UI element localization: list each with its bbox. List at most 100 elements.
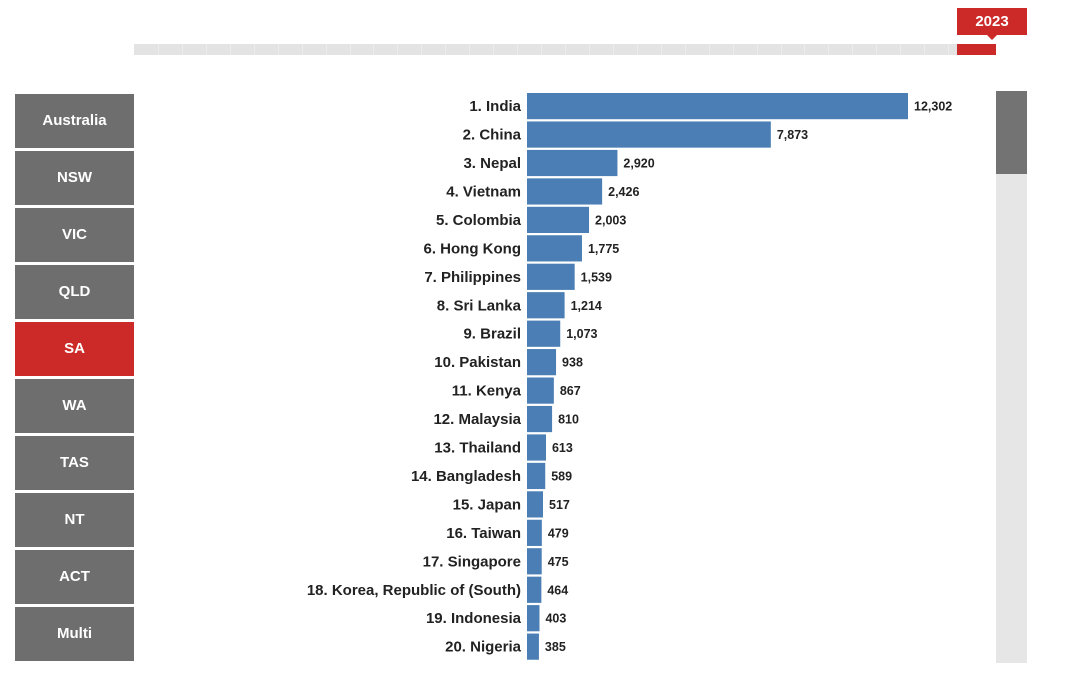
year-badge: 2023 bbox=[957, 8, 1027, 40]
timeline-tick bbox=[876, 44, 878, 55]
bar[interactable] bbox=[527, 377, 554, 404]
bar[interactable] bbox=[527, 292, 565, 319]
value-label: 385 bbox=[545, 640, 566, 654]
timeline-tick bbox=[205, 44, 207, 55]
timeline-tick bbox=[636, 44, 638, 55]
value-label: 1,214 bbox=[571, 299, 602, 313]
value-label: 479 bbox=[548, 526, 569, 540]
category-label: 20. Nigeria bbox=[445, 639, 522, 656]
bar[interactable] bbox=[527, 605, 540, 632]
state-selector: Australia NSW VIC QLD SA WA TAS NT ACT M… bbox=[15, 94, 134, 664]
category-label: 6. Hong Kong bbox=[424, 240, 522, 257]
timeline-tick bbox=[852, 44, 854, 55]
value-label: 867 bbox=[560, 384, 581, 398]
category-label: 17. Singapore bbox=[423, 553, 521, 570]
chart-scrollbar[interactable] bbox=[996, 91, 1027, 663]
timeline-tick bbox=[325, 44, 327, 55]
value-label: 589 bbox=[551, 469, 572, 483]
bar[interactable] bbox=[527, 93, 908, 120]
timeline-tick bbox=[445, 44, 447, 55]
state-button-vic[interactable]: VIC bbox=[15, 208, 134, 262]
selected-year: 2023 bbox=[975, 13, 1009, 30]
state-button-nsw[interactable]: NSW bbox=[15, 151, 134, 205]
category-label: 1. India bbox=[469, 98, 521, 115]
state-button-tas[interactable]: TAS bbox=[15, 436, 134, 490]
timeline-tick bbox=[756, 44, 758, 55]
category-label: 8. Sri Lanka bbox=[437, 297, 522, 314]
state-button-nt[interactable]: NT bbox=[15, 493, 134, 547]
state-button-multi[interactable]: Multi bbox=[15, 607, 134, 661]
value-label: 464 bbox=[547, 583, 568, 597]
value-label: 1,539 bbox=[581, 270, 612, 284]
timeline-tick bbox=[349, 44, 351, 55]
value-label: 1,073 bbox=[566, 327, 597, 341]
category-label: 4. Vietnam bbox=[446, 183, 521, 200]
bar[interactable] bbox=[527, 235, 582, 262]
bar[interactable] bbox=[527, 548, 542, 575]
state-button-wa[interactable]: WA bbox=[15, 379, 134, 433]
value-label: 938 bbox=[562, 356, 583, 370]
bar[interactable] bbox=[527, 178, 603, 205]
timeline-tick bbox=[612, 44, 614, 55]
category-label: 7. Philippines bbox=[424, 269, 521, 286]
value-label: 1,775 bbox=[588, 242, 619, 256]
value-label: 2,426 bbox=[608, 185, 639, 199]
timeline-tick bbox=[493, 44, 495, 55]
bar[interactable] bbox=[527, 349, 557, 376]
bar[interactable] bbox=[527, 405, 553, 433]
value-label: 2,920 bbox=[623, 157, 654, 171]
timeline-tick bbox=[541, 44, 543, 55]
bar[interactable] bbox=[527, 576, 542, 603]
timeline-tick bbox=[277, 44, 279, 55]
value-label: 810 bbox=[558, 413, 579, 427]
timeline-tick bbox=[732, 44, 734, 55]
bar[interactable] bbox=[527, 320, 561, 347]
timeline-tick bbox=[517, 44, 519, 55]
value-label: 403 bbox=[545, 612, 566, 626]
value-label: 613 bbox=[552, 441, 573, 455]
timeline-tick bbox=[684, 44, 686, 55]
timeline-tick bbox=[588, 44, 590, 55]
category-label: 18. Korea, Republic of (South) bbox=[307, 582, 521, 599]
category-label: 16. Taiwan bbox=[446, 525, 521, 542]
value-label: 7,873 bbox=[777, 128, 808, 142]
timeline-progress[interactable] bbox=[957, 44, 996, 55]
bar[interactable] bbox=[527, 491, 544, 518]
state-button-act[interactable]: ACT bbox=[15, 550, 134, 604]
value-label: 12,302 bbox=[914, 100, 952, 114]
timeline-tick bbox=[828, 44, 830, 55]
bar[interactable] bbox=[527, 263, 575, 290]
bar[interactable] bbox=[527, 121, 771, 148]
category-label: 9. Brazil bbox=[463, 326, 521, 343]
timeline-tick bbox=[373, 44, 375, 55]
state-button-australia[interactable]: Australia bbox=[15, 94, 134, 148]
timeline-tick bbox=[804, 44, 806, 55]
timeline-tick bbox=[157, 44, 159, 55]
bar[interactable] bbox=[527, 462, 546, 490]
value-label: 475 bbox=[548, 555, 569, 569]
scrollbar-thumb[interactable] bbox=[996, 91, 1027, 174]
timeline-tick bbox=[421, 44, 423, 55]
bar-chart: 1. India 12,302 2. China 7,873 3. Nepal 2,920… bbox=[307, 93, 952, 660]
category-label: 11. Kenya bbox=[452, 383, 522, 400]
timeline-tick bbox=[181, 44, 183, 55]
bar[interactable] bbox=[527, 633, 539, 660]
category-label: 2. China bbox=[463, 127, 522, 144]
bar[interactable] bbox=[527, 149, 618, 177]
state-button-qld[interactable]: QLD bbox=[15, 265, 134, 319]
timeline-tick bbox=[565, 44, 566, 55]
bar[interactable] bbox=[527, 434, 546, 461]
value-label: 2,003 bbox=[595, 213, 626, 227]
bar[interactable] bbox=[527, 206, 590, 233]
timeline-track[interactable] bbox=[134, 44, 996, 55]
category-label: 10. Pakistan bbox=[434, 354, 521, 371]
category-label: 5. Colombia bbox=[436, 212, 522, 229]
state-button-sa[interactable]: SA bbox=[15, 322, 134, 376]
bar[interactable] bbox=[527, 519, 542, 546]
timeline-tick bbox=[780, 44, 782, 55]
category-label: 3. Nepal bbox=[463, 155, 521, 172]
timeline-tick bbox=[900, 44, 902, 55]
category-label: 15. Japan bbox=[453, 496, 521, 513]
timeline-tick bbox=[948, 44, 950, 55]
timeline-tick bbox=[924, 44, 926, 55]
